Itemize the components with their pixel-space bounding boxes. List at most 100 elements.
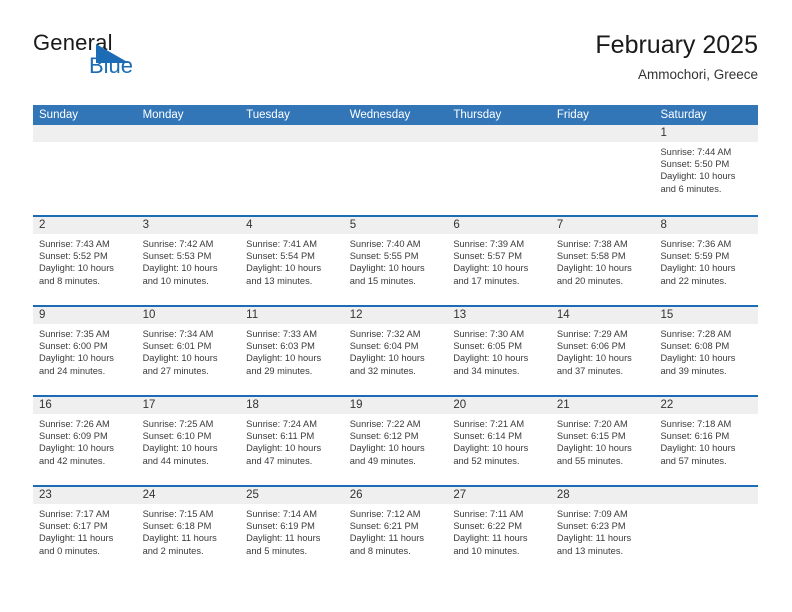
day-number: 2 (33, 217, 137, 234)
sunset-text: Sunset: 6:08 PM (660, 341, 730, 352)
day-cell[interactable]: 28 Sunrise: 7:09 AM Sunset: 6:23 PM Dayl… (550, 487, 655, 575)
day-details: Sunrise: 7:11 AM Sunset: 6:22 PM Dayligh… (447, 504, 551, 557)
sunset-text: Sunset: 6:23 PM (556, 521, 626, 532)
sunrise-text: Sunrise: 7:18 AM (660, 419, 732, 429)
day-cell[interactable]: 3 Sunrise: 7:42 AM Sunset: 5:53 PM Dayli… (136, 217, 241, 305)
daylight-text: Daylight: 11 hours and 10 minutes. (453, 533, 528, 556)
sunset-text: Sunset: 5:59 PM (660, 251, 730, 262)
day-details: Sunrise: 7:15 AM Sunset: 6:18 PM Dayligh… (137, 504, 241, 557)
daylight-text: Daylight: 10 hours and 39 minutes. (660, 353, 736, 376)
day-number: 8 (654, 217, 759, 234)
sunrise-text: Sunrise: 7:11 AM (453, 509, 524, 519)
day-cell[interactable]: 16 Sunrise: 7:26 AM Sunset: 6:09 PM Dayl… (33, 397, 137, 485)
sunset-text: Sunset: 6:01 PM (142, 341, 212, 352)
sunset-text: Sunset: 5:50 PM (660, 159, 730, 170)
day-cell[interactable]: 13 Sunrise: 7:30 AM Sunset: 6:05 PM Dayl… (447, 307, 551, 395)
day-cell[interactable]: 23 Sunrise: 7:17 AM Sunset: 6:17 PM Dayl… (33, 487, 137, 575)
sunrise-text: Sunrise: 7:20 AM (556, 419, 628, 429)
day-number: 11 (240, 307, 344, 324)
weekday-header-row: Sunday Monday Tuesday Wednesday Thursday… (33, 105, 758, 125)
day-cell (550, 125, 655, 215)
sunset-text: Sunset: 6:21 PM (349, 521, 419, 532)
day-cell[interactable]: 15 Sunrise: 7:28 AM Sunset: 6:08 PM Dayl… (654, 307, 759, 395)
day-cell[interactable]: 27 Sunrise: 7:11 AM Sunset: 6:22 PM Dayl… (447, 487, 551, 575)
sunrise-text: Sunrise: 7:44 AM (660, 147, 732, 157)
sunset-text: Sunset: 5:58 PM (556, 251, 626, 262)
day-details: Sunrise: 7:43 AM Sunset: 5:52 PM Dayligh… (33, 234, 137, 287)
day-cell[interactable]: 2 Sunrise: 7:43 AM Sunset: 5:52 PM Dayli… (33, 217, 137, 305)
sunset-text: Sunset: 6:00 PM (39, 341, 108, 352)
daylight-text: Daylight: 10 hours and 13 minutes. (246, 263, 322, 286)
day-number (240, 125, 344, 142)
daylight-text: Daylight: 10 hours and 24 minutes. (39, 353, 114, 376)
daylight-text: Daylight: 10 hours and 27 minutes. (142, 353, 218, 376)
day-cell[interactable]: 19 Sunrise: 7:22 AM Sunset: 6:12 PM Dayl… (343, 397, 448, 485)
day-details: Sunrise: 7:14 AM Sunset: 6:19 PM Dayligh… (240, 504, 344, 557)
daylight-text: Daylight: 11 hours and 8 minutes. (349, 533, 424, 556)
sunrise-text: Sunrise: 7:36 AM (660, 239, 732, 249)
daylight-text: Daylight: 10 hours and 6 minutes. (660, 171, 736, 194)
day-details: Sunrise: 7:36 AM Sunset: 5:59 PM Dayligh… (654, 234, 758, 287)
day-number (33, 125, 137, 142)
day-cell[interactable]: 12 Sunrise: 7:32 AM Sunset: 6:04 PM Dayl… (343, 307, 448, 395)
sunrise-text: Sunrise: 7:41 AM (246, 239, 317, 249)
day-number (447, 125, 551, 142)
daylight-text: Daylight: 10 hours and 20 minutes. (556, 263, 632, 286)
day-cell[interactable]: 9 Sunrise: 7:35 AM Sunset: 6:00 PM Dayli… (33, 307, 137, 395)
daylight-text: Daylight: 10 hours and 44 minutes. (142, 443, 218, 466)
day-cell[interactable]: 20 Sunrise: 7:21 AM Sunset: 6:14 PM Dayl… (447, 397, 551, 485)
day-cell[interactable]: 7 Sunrise: 7:38 AM Sunset: 5:58 PM Dayli… (550, 217, 655, 305)
day-cell[interactable]: 6 Sunrise: 7:39 AM Sunset: 5:57 PM Dayli… (447, 217, 551, 305)
day-cell[interactable]: 25 Sunrise: 7:14 AM Sunset: 6:19 PM Dayl… (240, 487, 344, 575)
weekday-saturday: Saturday (660, 109, 707, 121)
sunrise-text: Sunrise: 7:12 AM (349, 509, 421, 519)
day-cell[interactable]: 18 Sunrise: 7:24 AM Sunset: 6:11 PM Dayl… (240, 397, 344, 485)
sunrise-text: Sunrise: 7:33 AM (246, 329, 317, 339)
weekday-friday: Friday (556, 109, 589, 121)
day-number: 12 (343, 307, 448, 324)
day-cell[interactable]: 10 Sunrise: 7:34 AM Sunset: 6:01 PM Dayl… (136, 307, 241, 395)
day-details: Sunrise: 7:12 AM Sunset: 6:21 PM Dayligh… (344, 504, 448, 557)
sunrise-text: Sunrise: 7:40 AM (349, 239, 421, 249)
day-cell[interactable]: 22 Sunrise: 7:18 AM Sunset: 6:16 PM Dayl… (654, 397, 759, 485)
day-cell[interactable]: 14 Sunrise: 7:29 AM Sunset: 6:06 PM Dayl… (550, 307, 655, 395)
day-number: 5 (343, 217, 448, 234)
week-row: 2 Sunrise: 7:43 AM Sunset: 5:52 PM Dayli… (33, 215, 759, 305)
day-cell (136, 125, 241, 215)
sunrise-text: Sunrise: 7:15 AM (142, 509, 214, 519)
day-cell[interactable]: 24 Sunrise: 7:15 AM Sunset: 6:18 PM Dayl… (136, 487, 241, 575)
sunrise-text: Sunrise: 7:39 AM (453, 239, 525, 249)
sunset-text: Sunset: 6:10 PM (142, 431, 212, 442)
day-cell[interactable]: 1 Sunrise: 7:44 AM Sunset: 5:50 PM Dayli… (654, 125, 759, 215)
day-details: Sunrise: 7:17 AM Sunset: 6:17 PM Dayligh… (33, 504, 137, 557)
sunrise-text: Sunrise: 7:09 AM (556, 509, 628, 519)
day-cell[interactable]: 11 Sunrise: 7:33 AM Sunset: 6:03 PM Dayl… (240, 307, 344, 395)
day-details: Sunrise: 7:22 AM Sunset: 6:12 PM Dayligh… (344, 414, 448, 467)
day-number: 22 (654, 397, 759, 414)
day-details: Sunrise: 7:40 AM Sunset: 5:55 PM Dayligh… (344, 234, 448, 287)
weekday-monday: Monday (142, 109, 184, 121)
day-number: 17 (136, 397, 241, 414)
day-cell[interactable]: 26 Sunrise: 7:12 AM Sunset: 6:21 PM Dayl… (343, 487, 448, 575)
sunset-text: Sunset: 6:06 PM (556, 341, 626, 352)
day-details: Sunrise: 7:21 AM Sunset: 6:14 PM Dayligh… (447, 414, 551, 467)
logo-text-blue: Blue (89, 53, 134, 78)
day-number: 21 (550, 397, 655, 414)
day-cell[interactable]: 4 Sunrise: 7:41 AM Sunset: 5:54 PM Dayli… (240, 217, 344, 305)
day-cell[interactable]: 21 Sunrise: 7:20 AM Sunset: 6:15 PM Dayl… (550, 397, 655, 485)
sunrise-text: Sunrise: 7:34 AM (142, 329, 214, 339)
day-number: 14 (550, 307, 655, 324)
day-number: 20 (447, 397, 551, 414)
daylight-text: Daylight: 11 hours and 0 minutes. (39, 533, 114, 556)
day-cell[interactable]: 8 Sunrise: 7:36 AM Sunset: 5:59 PM Dayli… (654, 217, 759, 305)
sunset-text: Sunset: 6:11 PM (246, 431, 315, 442)
daylight-text: Daylight: 10 hours and 10 minutes. (142, 263, 218, 286)
page-header: General Blue February 2025 Ammochori, Gr… (33, 30, 758, 92)
general-blue-logo[interactable]: General Blue (33, 30, 243, 86)
day-cell[interactable]: 5 Sunrise: 7:40 AM Sunset: 5:55 PM Dayli… (343, 217, 448, 305)
day-cell[interactable]: 17 Sunrise: 7:25 AM Sunset: 6:10 PM Dayl… (136, 397, 241, 485)
sunrise-text: Sunrise: 7:30 AM (453, 329, 525, 339)
sunset-text: Sunset: 6:16 PM (660, 431, 730, 442)
day-details: Sunrise: 7:44 AM Sunset: 5:50 PM Dayligh… (654, 142, 758, 195)
